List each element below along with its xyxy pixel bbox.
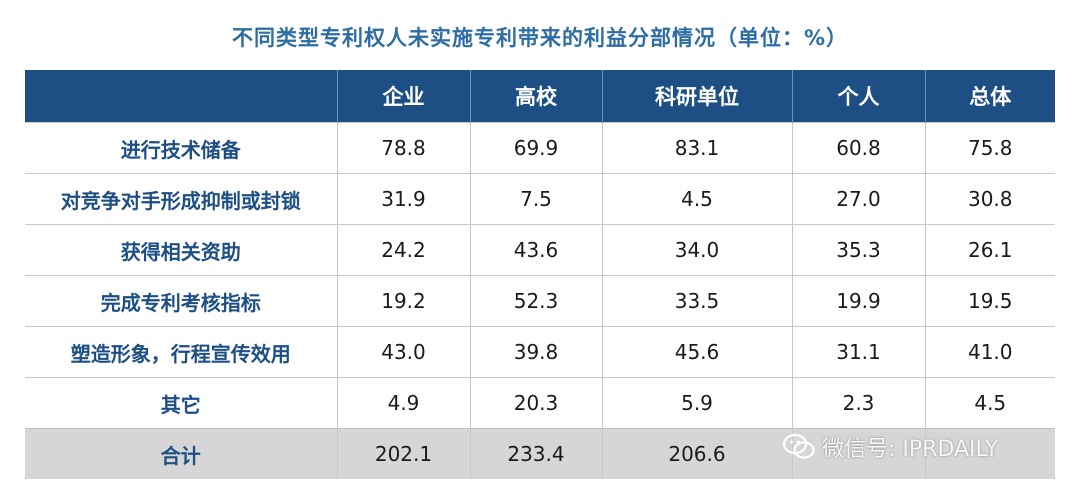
table-row: 进行技术储备 78.8 69.9 83.1 60.8 75.8 [25, 122, 1055, 174]
header-cell-enterprise: 企业 [337, 70, 471, 123]
row-label: 获得相关资助 [25, 224, 338, 276]
total-cell [925, 428, 1055, 479]
table-cell: 60.8 [792, 122, 926, 174]
table-cell: 4.9 [337, 377, 471, 429]
table-cell: 83.1 [602, 122, 793, 174]
table-cell: 26.1 [925, 224, 1055, 276]
table-title: 不同类型专利权人未实施专利带来的利益分部情况（单位：%） [231, 26, 849, 50]
table-cell: 19.2 [337, 275, 471, 327]
header-cell-individual: 个人 [792, 70, 926, 123]
total-cell: 206.6 [602, 428, 793, 479]
header-cell-overall: 总体 [925, 70, 1055, 123]
watermark: 微信号: IPRDAILY [782, 430, 998, 464]
table-cell: 5.9 [602, 377, 793, 429]
row-label: 对竞争对手形成抑制或封锁 [25, 173, 338, 225]
table-cell: 31.1 [792, 326, 926, 378]
table-cell: 2.3 [792, 377, 926, 429]
table-row: 其它 4.9 20.3 5.9 2.3 4.5 [25, 377, 1055, 429]
table-cell: 35.3 [792, 224, 926, 276]
table-cell: 41.0 [925, 326, 1055, 378]
table-cell: 30.8 [925, 173, 1055, 225]
table-cell: 4.5 [602, 173, 793, 225]
table-cell: 31.9 [337, 173, 471, 225]
table-cell: 7.5 [470, 173, 603, 225]
wechat-icon [782, 433, 816, 461]
total-cell: 202.1 [337, 428, 471, 479]
table-cell: 69.9 [470, 122, 603, 174]
table-cell: 39.8 [470, 326, 603, 378]
table-cell: 78.8 [337, 122, 471, 174]
data-table: 企业 高校 科研单位 个人 总体 进行技术储备 78.8 69.9 83.1 6… [25, 70, 1055, 479]
table-cell: 75.8 [925, 122, 1055, 174]
table-row: 对竞争对手形成抑制或封锁 31.9 7.5 4.5 27.0 30.8 [25, 173, 1055, 225]
table-cell: 34.0 [602, 224, 793, 276]
header-cell-research-unit: 科研单位 [602, 70, 793, 123]
table-cell: 20.3 [470, 377, 603, 429]
total-row: 合计 202.1 233.4 206.6 [25, 428, 1055, 479]
row-label: 其它 [25, 377, 338, 429]
table-cell: 24.2 [337, 224, 471, 276]
table-row: 完成专利考核指标 19.2 52.3 33.5 19.9 19.5 [25, 275, 1055, 327]
table-cell: 19.9 [792, 275, 926, 327]
total-cell: 233.4 [470, 428, 603, 479]
total-cell [792, 428, 926, 479]
table-cell: 27.0 [792, 173, 926, 225]
table-cell: 52.3 [470, 275, 603, 327]
header-row: 企业 高校 科研单位 个人 总体 [25, 70, 1055, 123]
table-row: 获得相关资助 24.2 43.6 34.0 35.3 26.1 [25, 224, 1055, 276]
watermark-text: 微信号: IPRDAILY [822, 437, 999, 462]
table-cell: 45.6 [602, 326, 793, 378]
table-cell: 33.5 [602, 275, 793, 327]
header-cell-university: 高校 [470, 70, 603, 123]
total-label: 合计 [25, 428, 338, 479]
table-cell: 4.5 [925, 377, 1055, 429]
table-cell: 43.6 [470, 224, 603, 276]
row-label: 塑造形象，行程宣传效用 [25, 326, 338, 378]
table-cell: 19.5 [925, 275, 1055, 327]
table-cell: 43.0 [337, 326, 471, 378]
header-cell-blank [25, 70, 338, 123]
row-label: 完成专利考核指标 [25, 275, 338, 327]
row-label: 进行技术储备 [25, 122, 338, 174]
table-row: 塑造形象，行程宣传效用 43.0 39.8 45.6 31.1 41.0 [25, 326, 1055, 378]
